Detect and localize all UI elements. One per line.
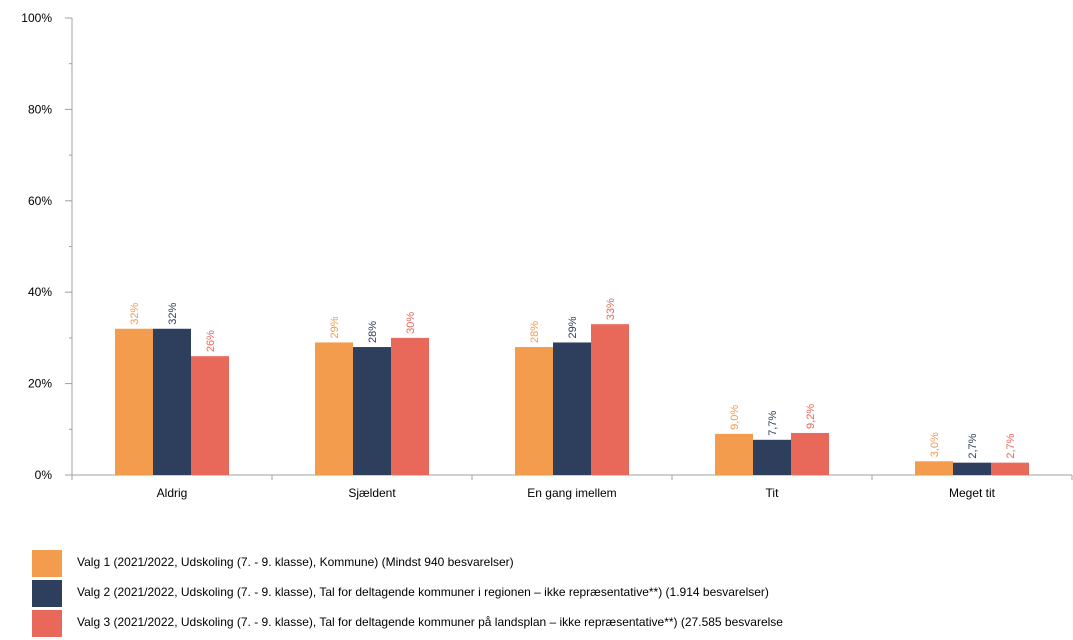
bar [753, 439, 791, 475]
bar [991, 462, 1029, 475]
data-label: 32% [167, 303, 179, 325]
bar [553, 342, 591, 475]
x-category-label: Sjældent [348, 486, 396, 500]
data-label: 9,0% [729, 405, 741, 430]
x-category-label: En gang imellem [527, 486, 616, 500]
legend-label-valg-2: Valg 2 (2021/2022, Udskoling (7. - 9. kl… [77, 585, 769, 599]
x-category-label: Tit [766, 486, 780, 500]
data-label: 2,7% [1005, 433, 1017, 458]
y-tick-label: 0% [35, 468, 53, 482]
bar [953, 462, 991, 475]
chart-axes: 0% 20% 40% 60% 80% 100% Aldrig Sjældent En gang … [21, 11, 1073, 500]
y-tick-label: 80% [28, 102, 52, 116]
data-label: 7,7% [767, 411, 779, 436]
data-label: 2,7% [967, 433, 979, 458]
legend-label-valg-3: Valg 3 (2021/2022, Udskoling (7. - 9. kl… [77, 615, 783, 629]
legend-item-valg-2: Valg 2 (2021/2022, Udskoling (7. - 9. kl… [32, 578, 1073, 608]
legend-swatch-valg-1 [32, 550, 62, 577]
bar [353, 347, 391, 475]
data-label: 28% [529, 321, 541, 343]
y-tick-label: 20% [28, 377, 52, 391]
legend-item-valg-3: Valg 3 (2021/2022, Udskoling (7. - 9. kl… [32, 608, 1073, 638]
y-tick-label: 40% [28, 285, 52, 299]
bar [515, 347, 553, 475]
data-label: 3,0% [929, 432, 941, 457]
bar [191, 356, 229, 475]
data-label: 29% [567, 316, 579, 338]
legend-swatch-valg-2 [32, 580, 62, 607]
data-label: 32% [129, 303, 141, 325]
bar-chart: 0% 20% 40% 60% 80% 100% Aldrig Sjældent En gang … [21, 11, 1073, 500]
bar [391, 337, 429, 475]
chart-data-labels: 32% 32% 26% 29% 28% 30% 28% 29% 33% 9,0% 7,7% 9,2% 3… [129, 298, 1017, 459]
data-label: 28% [367, 321, 379, 343]
bar [915, 461, 953, 475]
legend-swatch-valg-3 [32, 610, 62, 637]
data-label: 29% [329, 316, 341, 338]
bar [715, 433, 753, 475]
data-label: 30% [405, 312, 417, 334]
bar [153, 328, 191, 475]
chart-bars [115, 324, 1029, 475]
legend-item-valg-1: Valg 1 (2021/2022, Udskoling (7. - 9. kl… [32, 548, 1073, 578]
y-tick-label: 60% [28, 194, 52, 208]
data-label: 33% [605, 298, 617, 320]
bar [115, 328, 153, 475]
data-label: 26% [205, 330, 217, 352]
bar [315, 342, 353, 475]
bar [791, 432, 829, 475]
data-label: 9,2% [805, 404, 817, 429]
y-tick-label: 100% [21, 11, 52, 25]
x-category-label: Aldrig [157, 486, 188, 500]
chart-legend: Valg 1 (2021/2022, Udskoling (7. - 9. kl… [32, 548, 1073, 638]
bar [591, 324, 629, 475]
x-category-label: Meget tit [949, 486, 996, 500]
legend-label-valg-1: Valg 1 (2021/2022, Udskoling (7. - 9. kl… [77, 555, 514, 569]
